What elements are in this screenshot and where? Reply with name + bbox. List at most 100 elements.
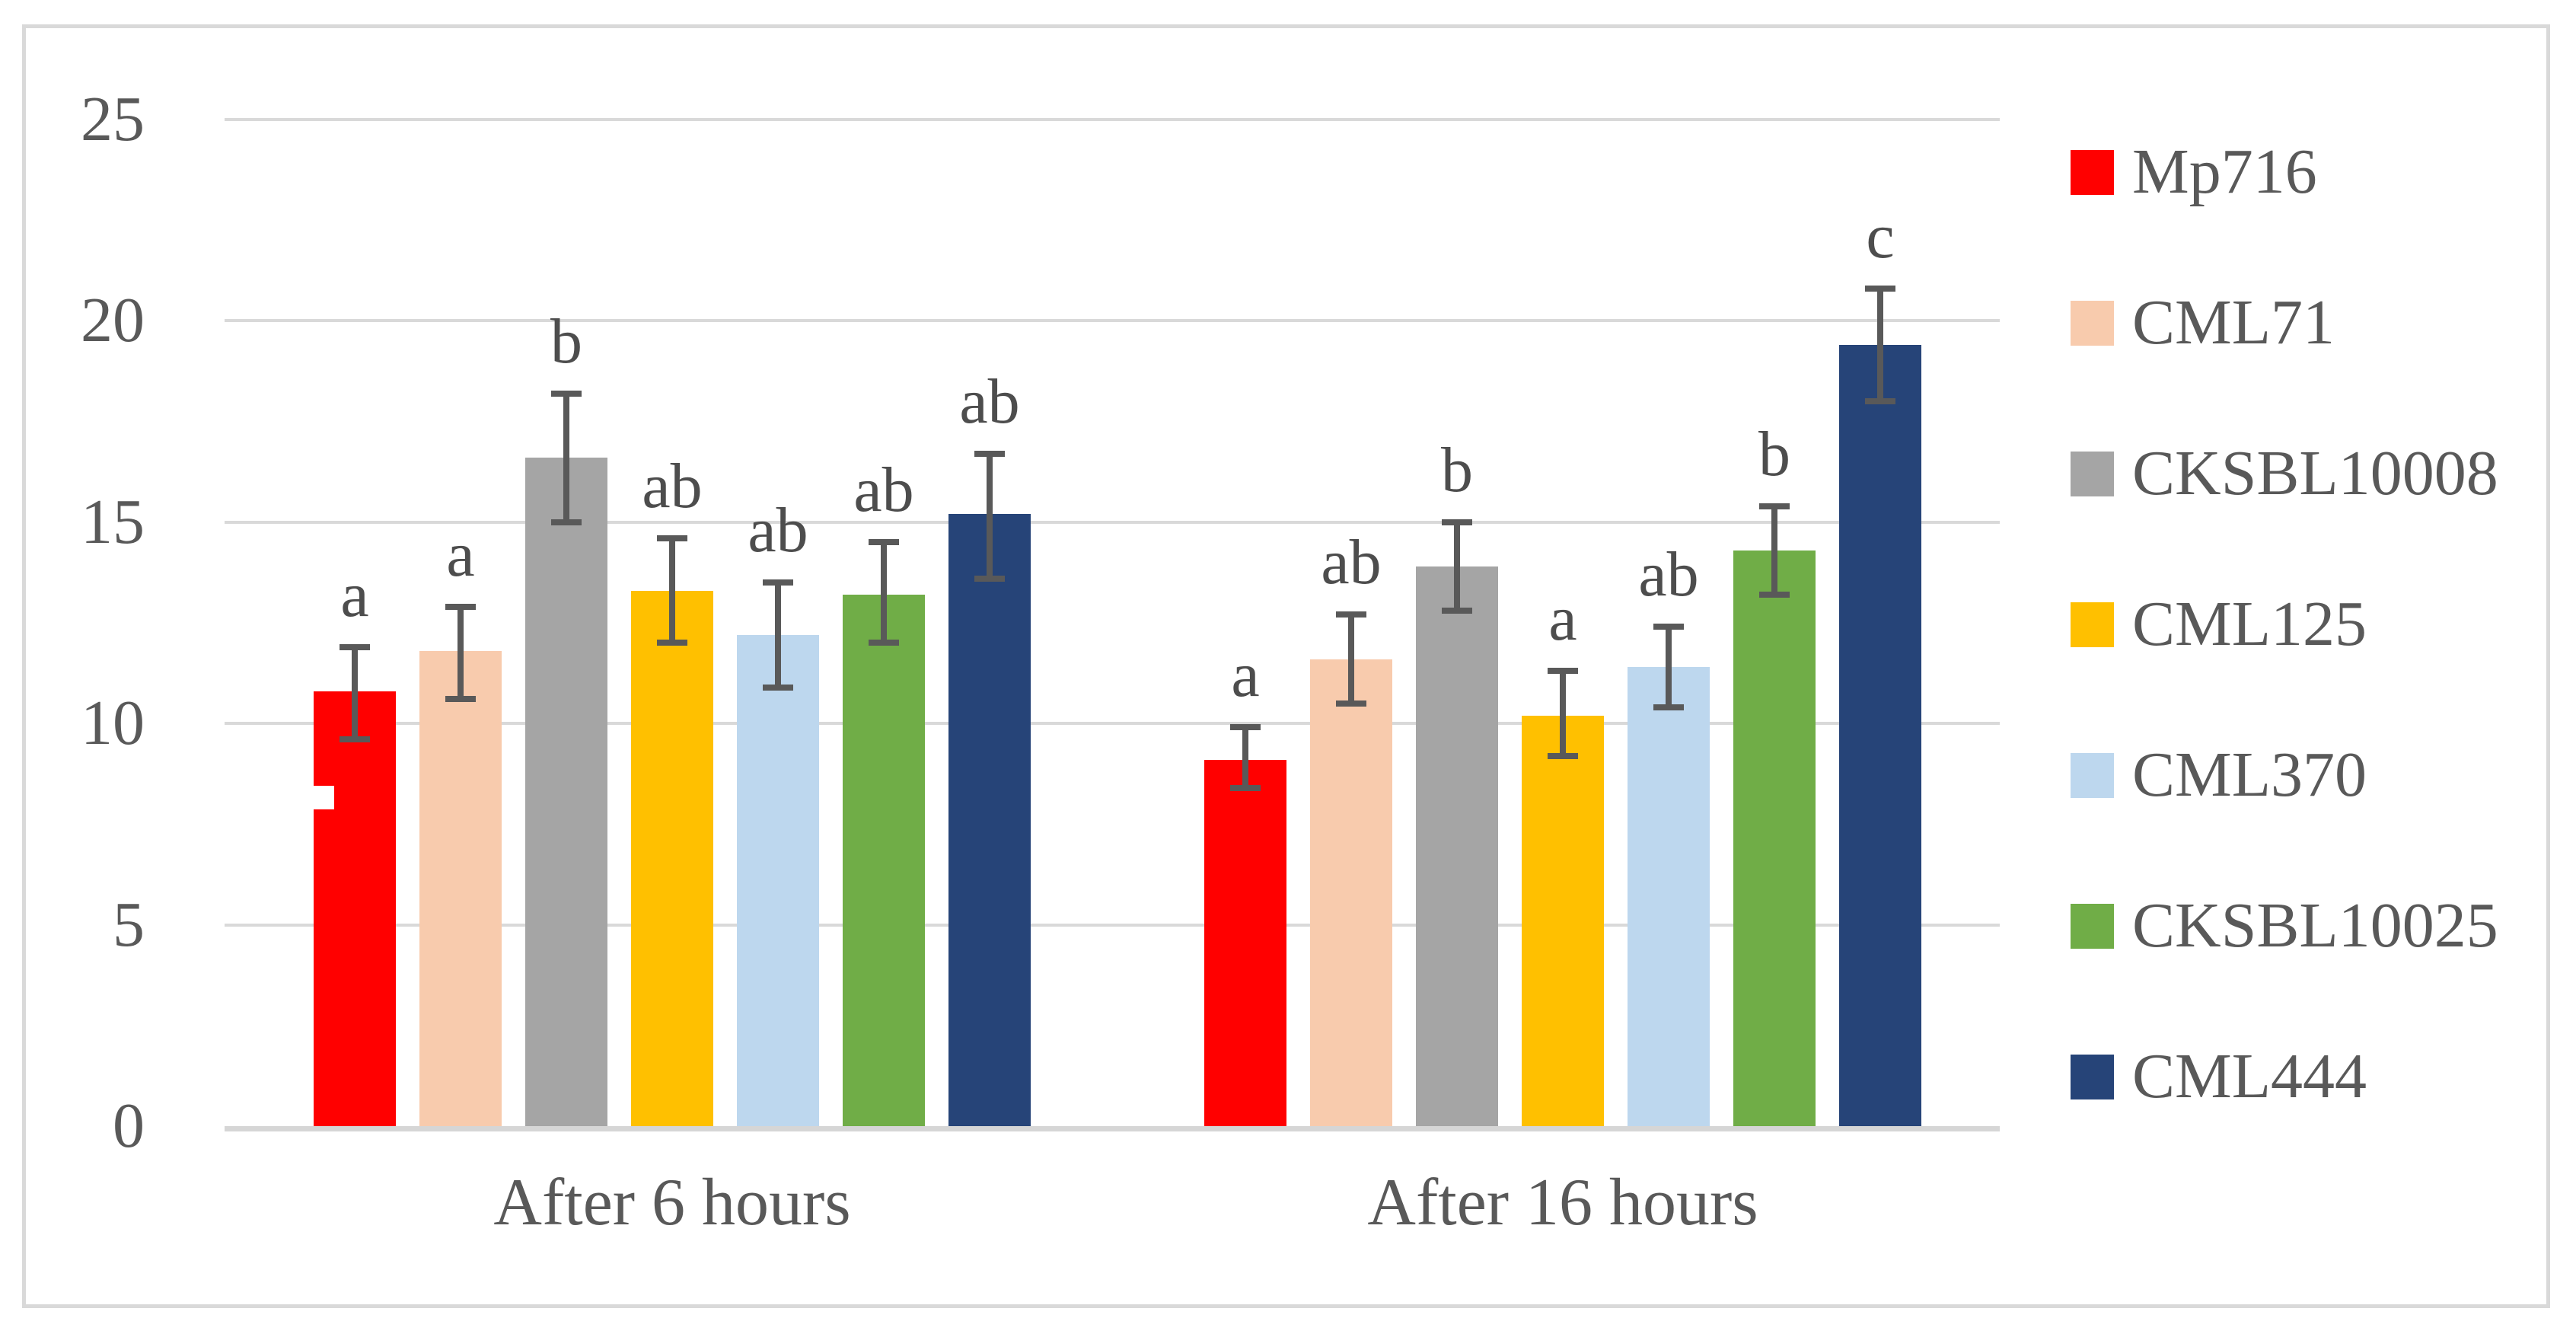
y-tick-label-10: 10 [81,688,145,759]
bar-CML71-group1 [419,651,502,1126]
bar-CML370-group1 [737,634,819,1126]
bar-Mp716-group2 [1204,759,1286,1126]
error-cap-bottom [974,575,1005,582]
gridline-20 [225,319,2000,323]
legend-label-Mp716: Mp716 [2132,136,2317,207]
legend-item-CKSBL10025: CKSBL10025 [2071,892,2498,960]
significance-letter-CML125-group2: a [1548,583,1577,655]
significance-letter-Mp716-group2: a [1231,640,1260,711]
error-bar-Mp716-group2 [1242,727,1248,788]
y-tick-label-5: 5 [113,889,145,960]
error-bar-CML370-group1 [775,582,781,688]
error-cap-bottom [1865,398,1895,405]
error-cap-top [551,390,582,397]
y-tick-label-25: 25 [81,84,145,155]
significance-letter-CML444-group2: c [1866,201,1895,273]
legend-swatch-CKSBL10008 [2071,451,2114,496]
significance-letter-CML125-group1: ab [642,450,703,522]
bar-CML444-group2 [1839,345,1921,1126]
error-cap-bottom [445,696,476,703]
significance-letter-CML71-group2: ab [1321,527,1382,598]
bar-CML125-group2 [1522,715,1604,1126]
significance-letter-CKSBL10008-group2: b [1441,434,1473,506]
significance-letter-CML370-group2: ab [1638,539,1699,611]
legend-swatch-CML125 [2071,602,2114,647]
x-category-label-group2: After 16 hours [1367,1166,1758,1240]
error-cap-bottom [1442,608,1472,614]
legend-swatch-CKSBL10025 [2071,903,2114,949]
error-cap-top [657,535,687,541]
error-cap-bottom [551,519,582,525]
error-cap-bottom [340,736,370,743]
error-bar-CML125-group1 [669,538,675,643]
bar-CKSBL10025-group2 [1733,550,1816,1126]
gridline-5 [225,923,2000,927]
legend-item-CML125: CML125 [2071,590,2367,659]
legend-item-CML71: CML71 [2071,289,2335,357]
significance-letter-CKSBL10008-group1: b [550,305,582,377]
error-cap-top [763,579,793,586]
error-cap-bottom [1653,704,1684,711]
significance-letter-Mp716-group1: a [340,559,369,630]
error-bar-CML444-group2 [1877,289,1883,402]
bar-Mp716-group1 [314,691,396,1126]
significance-letter-CML71-group1: a [446,519,475,590]
significance-letter-CKSBL10025-group2: b [1758,418,1790,490]
gridline-15 [225,520,2000,524]
legend-item-CML444: CML444 [2071,1042,2367,1111]
error-cap-bottom [1336,700,1366,707]
error-cap-top [1230,724,1261,731]
error-cap-top [445,603,476,610]
error-bar-CML71-group2 [1348,614,1354,704]
error-bar-CKSBL10025-group2 [1771,506,1777,595]
legend-swatch-CML370 [2071,752,2114,798]
legend-swatch-CML444 [2071,1054,2114,1099]
y-tick-label-20: 20 [81,285,145,356]
legend-swatch-Mp716 [2071,149,2114,195]
legend-item-Mp716: Mp716 [2071,138,2317,206]
error-cap-bottom [1230,784,1261,791]
error-bar-CKSBL10025-group1 [881,542,887,643]
bar-CKSBL10025-group1 [843,594,925,1126]
bar-notch-artifact [314,786,334,809]
error-cap-top [1336,611,1366,618]
bar-CKSBL10008-group2 [1416,566,1498,1126]
significance-letter-CKSBL10025-group1: ab [853,455,914,526]
significance-letter-CML444-group1: ab [959,365,1020,437]
error-bar-CKSBL10008-group2 [1454,522,1460,611]
error-cap-top [1548,668,1578,675]
legend-label-CKSBL10025: CKSBL10025 [2132,890,2498,961]
bar-CML125-group1 [631,590,713,1126]
error-cap-top [1865,286,1895,292]
legend-label-CML125: CML125 [2132,589,2367,659]
error-cap-top [1759,503,1790,509]
error-cap-top [1653,624,1684,630]
x-category-label-group1: After 6 hours [493,1166,851,1240]
error-cap-bottom [1759,591,1790,598]
error-cap-bottom [1548,752,1578,759]
legend-item-CML370: CML370 [2071,741,2367,809]
legend-swatch-CML71 [2071,300,2114,346]
legend-label-CML370: CML370 [2132,739,2367,810]
gridline-10 [225,722,2000,726]
legend-label-CML71: CML71 [2132,287,2335,358]
error-bar-CML125-group2 [1560,671,1566,756]
error-bar-CML370-group2 [1666,627,1672,708]
error-bar-CML444-group1 [987,453,993,579]
legend-label-CKSBL10008: CKSBL10008 [2132,438,2498,509]
bar-CML444-group1 [948,514,1031,1126]
error-cap-bottom [657,640,687,646]
error-cap-top [340,643,370,650]
bar-CML71-group2 [1310,659,1392,1126]
error-bar-CML71-group1 [457,606,464,700]
error-bar-Mp716-group1 [352,646,358,740]
legend-label-CML444: CML444 [2132,1041,2367,1112]
y-tick-label-0: 0 [113,1090,145,1161]
x-axis-line [225,1126,2000,1131]
gridline-25 [225,118,2000,121]
bar-CKSBL10008-group1 [525,458,607,1126]
y-tick-label-15: 15 [81,486,145,557]
error-cap-top [974,450,1005,457]
legend-item-CKSBL10008: CKSBL10008 [2071,439,2498,508]
